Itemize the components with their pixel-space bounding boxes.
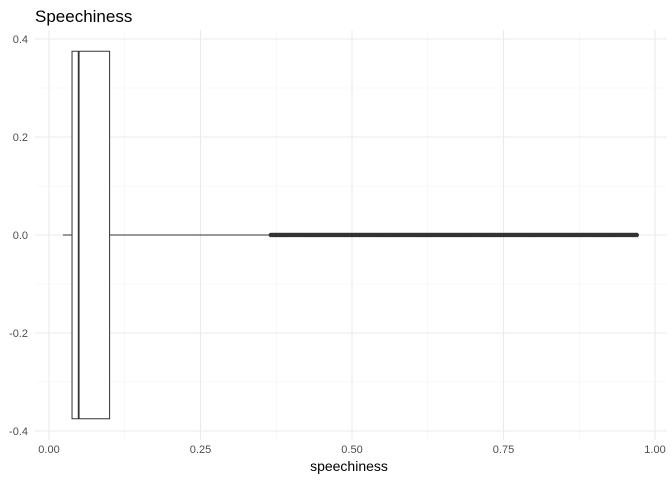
x-tick-label: 0.50 [341,444,362,456]
y-tick-label: 0.4 [13,34,28,46]
x-axis-ticks: 0.00 0.25 0.50 0.75 1.00 [38,444,665,456]
minor-gridlines [35,30,667,440]
boxplot [62,50,640,420]
y-tick-label: -0.2 [9,328,28,340]
box-iqr [71,50,111,420]
y-tick-label: 0.0 [13,230,28,242]
y-axis-ticks: 0.4 0.2 0.0 -0.2 -0.4 [9,34,28,438]
y-tick-label: 0.2 [13,132,28,144]
chart-title: Speechiness [35,7,132,26]
x-tick-label: 1.00 [644,444,665,456]
y-tick-label: -0.4 [9,426,28,438]
x-tick-label: 0.25 [190,444,211,456]
x-tick-label: 0.75 [493,444,514,456]
x-tick-label: 0.00 [38,444,59,456]
x-axis-title: speechiness [310,458,388,474]
major-gridlines [35,30,667,440]
outlier-point [634,232,640,238]
